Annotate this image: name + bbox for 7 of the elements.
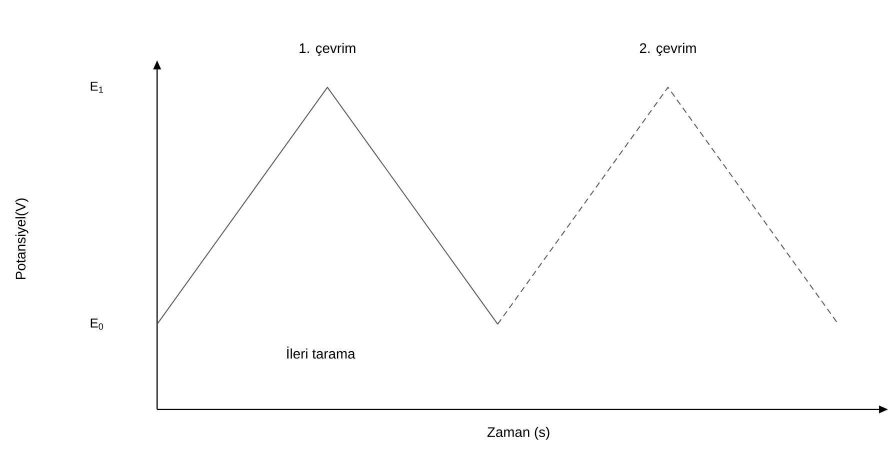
y-tick-label: E$_{0}$ — [90, 318, 104, 330]
text: 1. çevrim — [300, 42, 356, 56]
x-axis-title: Zaman (s) — [487, 426, 550, 440]
y-axis-title: Potansiyel(V) — [15, 198, 28, 279]
y-tick-label: E$_{1}$ — [90, 82, 103, 93]
annotation: İleri tarama — [287, 346, 356, 359]
text: 2. çevrim — [640, 42, 696, 56]
